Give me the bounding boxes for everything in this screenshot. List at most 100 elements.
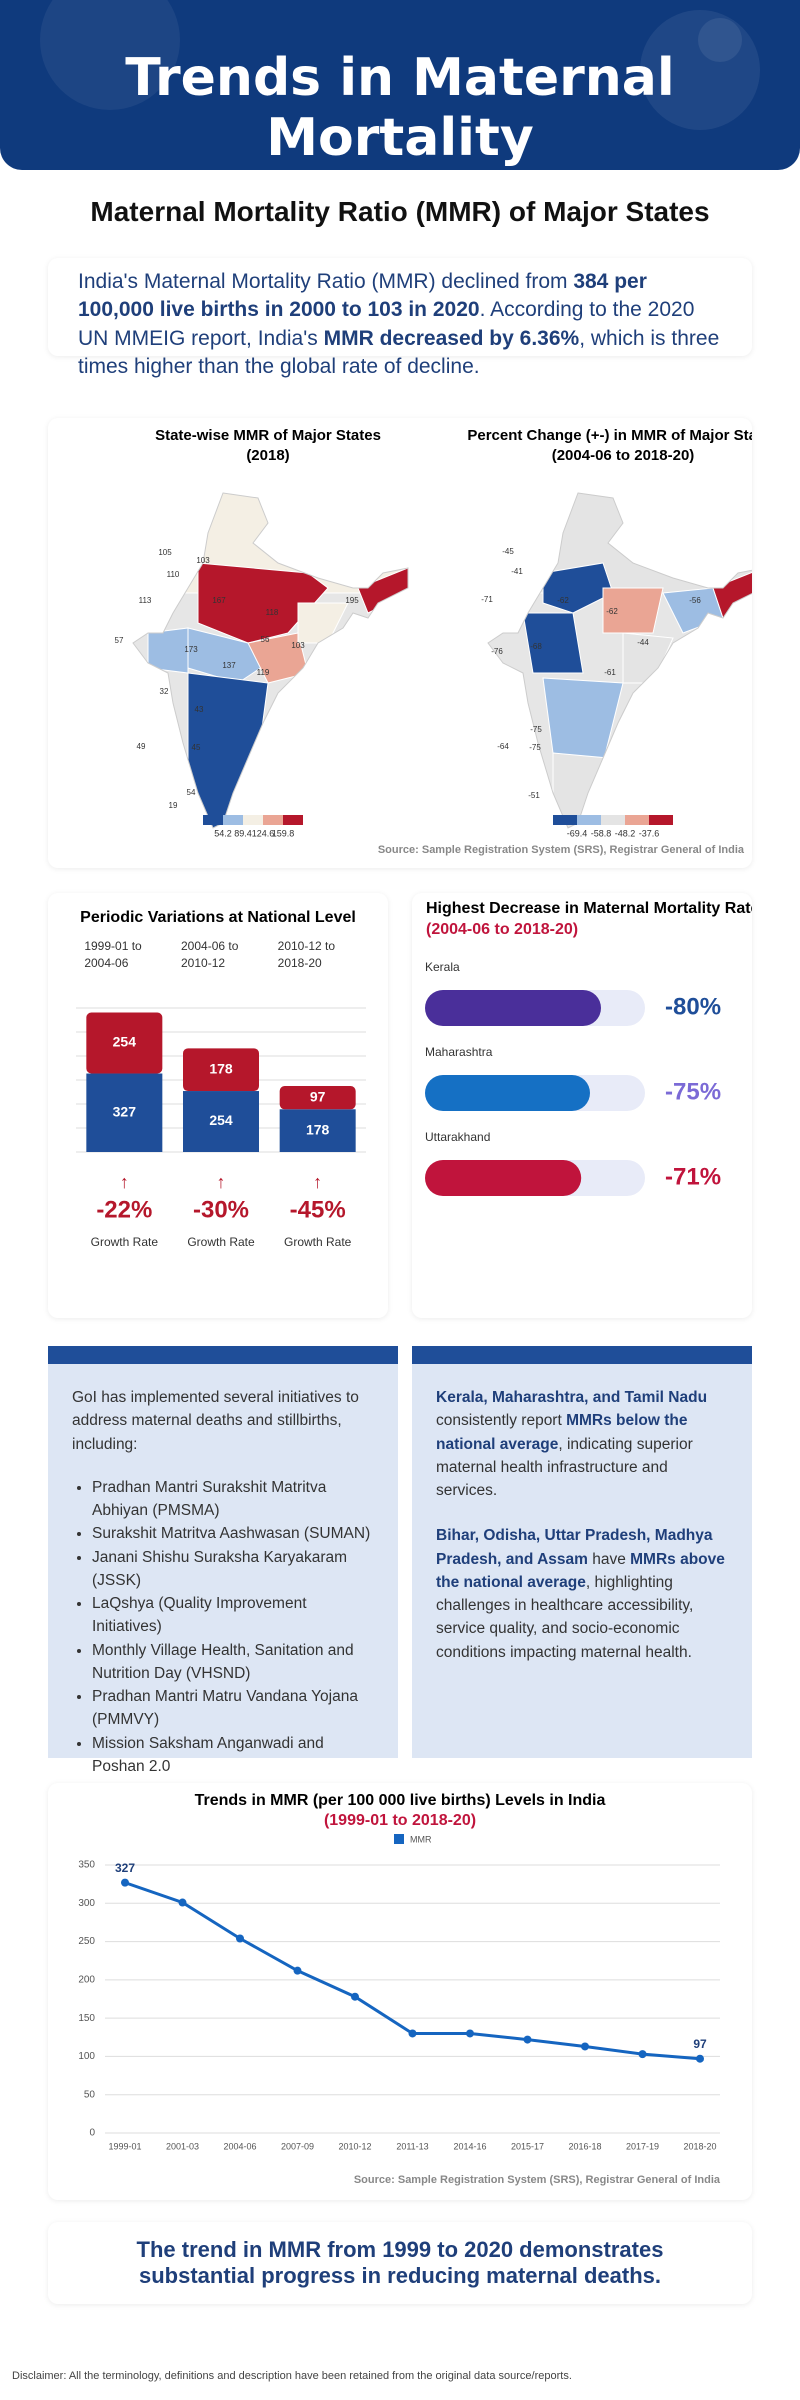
x-tick-label: 2015-17 xyxy=(511,2141,544,2151)
value-label: -80% xyxy=(665,993,721,1020)
conclusion: The trend in MMR from 1999 to 2020 demon… xyxy=(48,2222,752,2304)
source: Source: Sample Registration System (SRS)… xyxy=(378,844,745,856)
point xyxy=(581,2042,589,2051)
category-label: 2010-12 to 2018-20 xyxy=(277,939,336,970)
map-label: 57 xyxy=(115,636,124,645)
map-region xyxy=(542,562,614,614)
y-tick-label: 100 xyxy=(78,2051,95,2062)
legend-swatch xyxy=(577,815,601,825)
legend-tick: 89.4 xyxy=(234,828,252,838)
map-subtitle: (2004-06 to 2018-20) xyxy=(552,447,695,464)
point xyxy=(178,1898,187,1907)
value-label: 254 xyxy=(113,1034,137,1050)
legend-tick: -58.8 xyxy=(591,828,612,838)
chart-subtitle: (2004-06 to 2018-20) xyxy=(426,921,578,938)
point xyxy=(293,1966,302,1975)
map-region xyxy=(712,567,763,619)
map-region xyxy=(542,677,624,764)
y-tick-label: 350 xyxy=(78,1860,95,1871)
legend-swatch xyxy=(601,815,625,825)
bar-segment xyxy=(279,1109,356,1152)
map-label: -41 xyxy=(511,567,523,576)
point xyxy=(236,1934,244,1943)
trend-card: Trends in MMR (per 100 000 live births) … xyxy=(48,1783,752,2200)
section-title: Maternal Mortality Ratio (MMR) of Major … xyxy=(90,196,710,227)
initiative: Surakshit Matritva Aashwasan (SUMAN) xyxy=(92,1522,374,1545)
periodic-chart: Periodic Variations at National Level 327… xyxy=(76,909,366,1249)
map-label: -75 xyxy=(530,725,542,734)
map-label: 56 xyxy=(261,635,270,644)
map-region xyxy=(602,587,664,634)
value-label: 254 xyxy=(209,1112,233,1128)
bold-text: MMR decreased by 6.36% xyxy=(323,326,580,350)
map-label: 173 xyxy=(184,645,198,654)
text: India's Maternal Mortality Ratio (MMR) d… xyxy=(78,270,574,293)
point xyxy=(638,2050,647,2059)
map-region xyxy=(357,567,408,614)
legend-swatch xyxy=(283,815,303,825)
chart-title: Periodic Variations at National Level xyxy=(80,909,356,926)
text: . According to the 2020 UN MMEIG report,… xyxy=(78,298,695,350)
source: Source: Sample Registration System (SRS)… xyxy=(354,2174,721,2186)
initiative: LaQshya (Quality Improvement Initiatives… xyxy=(92,1592,374,1639)
map-label: 110 xyxy=(167,570,180,579)
value-label: 178 xyxy=(209,1060,233,1076)
map-label: -56 xyxy=(689,596,701,605)
point xyxy=(121,1878,129,1887)
decrease-card: Highest Decrease in Maternal Mortality R… xyxy=(412,893,760,1318)
map-outline xyxy=(487,492,764,829)
initiative: Janani Shishu Suraksha Karyakaram (JSSK) xyxy=(92,1546,374,1593)
bar-segment xyxy=(183,1048,259,1092)
initiative: Mission Saksham Anganwadi and Poshan 2.0 xyxy=(92,1732,374,1779)
y-tick-label: 300 xyxy=(78,1898,95,1909)
map-label: 137 xyxy=(222,661,236,670)
growth-rate: -22% xyxy=(96,1196,152,1223)
x-tick-label: 2007-09 xyxy=(281,2141,314,2151)
bar xyxy=(425,990,601,1026)
legend-label: MMR xyxy=(410,1834,432,1844)
map-title: State-wise MMR of Major States xyxy=(155,427,381,444)
arrow: ↑ xyxy=(217,1172,226,1192)
paragraph: Bihar, Odisha, Uttar Pradesh, Madhya Pra… xyxy=(436,1524,728,1664)
maps: State-wise MMR of Major States (2018) 105 1… xyxy=(115,427,779,856)
map-region xyxy=(147,627,189,674)
map-label: -62 xyxy=(557,596,569,605)
growth-rate: -30% xyxy=(193,1196,249,1223)
point xyxy=(408,2029,417,2038)
value-label: -75% xyxy=(665,1078,721,1105)
initiatives-list: Pradhan Mantri Surakshit Matritva Abhiya… xyxy=(72,1476,374,1778)
bar-segment xyxy=(183,1091,259,1152)
category-label: Maharashtra xyxy=(425,1045,493,1059)
bold-text: Bihar, Odisha, Uttar Pradesh, Madhya Pra… xyxy=(436,1527,713,1568)
bar-segment xyxy=(86,1012,163,1074)
chart-title: Highest Decrease in Maternal Mortality R… xyxy=(426,900,752,917)
decrease-chart: Highest Decrease in Maternal Mortality R… xyxy=(425,900,760,1196)
bold-text: MMRs above the national average xyxy=(436,1550,725,1591)
map-label: 118 xyxy=(266,608,279,617)
initiatives-intro: GoI has implemented several initiatives … xyxy=(72,1389,359,1453)
legend-swatch xyxy=(203,815,223,825)
periodic-card: Periodic Variations at National Level 327… xyxy=(48,893,388,1318)
text: , highlighting challenges in healthcare … xyxy=(436,1573,694,1661)
map-label: -76 xyxy=(491,647,503,656)
map-label: 103 xyxy=(196,556,210,565)
chart-subtitle: (1999-01 to 2018-20) xyxy=(324,1812,476,1829)
map-title: Percent Change (+-) in MMR of Major Stat… xyxy=(467,427,752,444)
header: Trends in Maternal Mortality xyxy=(0,0,800,170)
map-label: 43 xyxy=(195,705,204,714)
x-tick-label: 1999-01 xyxy=(108,2141,141,2151)
legend-tick: -48.2 xyxy=(615,828,636,838)
category-label: Uttarakhand xyxy=(425,1130,490,1144)
category-label: 2004-06 to 2010-12 xyxy=(181,939,239,970)
map-label: -62 xyxy=(606,607,618,616)
y-tick-label: 50 xyxy=(84,2089,96,2100)
text: , indicating superior maternal health in… xyxy=(436,1435,693,1500)
map-label: 32 xyxy=(160,687,169,696)
bold-text: 384 per 100,000 live births in 2000 to 1… xyxy=(78,270,647,322)
x-tick-label: 2017-19 xyxy=(626,2141,659,2151)
initiative: Monthly Village Health, Sanitation and N… xyxy=(92,1639,374,1686)
x-tick-label: 2014-16 xyxy=(453,2141,486,2151)
legend-swatch xyxy=(625,815,649,825)
bold-text: MMRs below the national average xyxy=(436,1412,688,1453)
value-label: -71% xyxy=(665,1163,721,1190)
